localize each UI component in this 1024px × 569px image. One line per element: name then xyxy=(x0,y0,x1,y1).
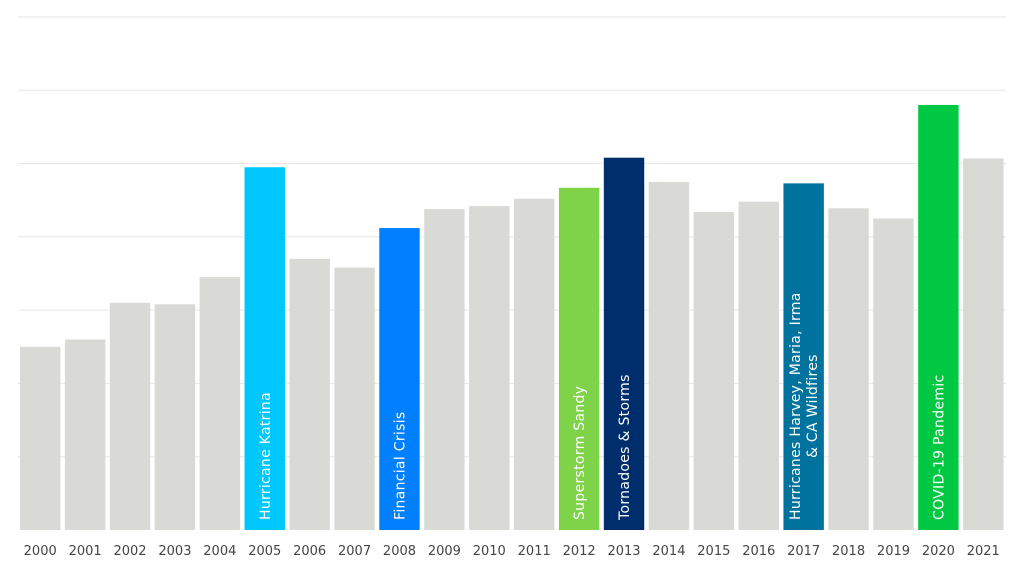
x-tick-2008: 2008 xyxy=(383,544,416,559)
x-tick-2003: 2003 xyxy=(158,544,191,559)
bar-2000 xyxy=(20,346,61,530)
x-axis-tick-labels: 2000 2001 2002 2003 2004 2005 2006 2007 2008 2009… xyxy=(24,544,1000,559)
x-tick-2004: 2004 xyxy=(203,544,236,559)
bar-2012 xyxy=(558,187,600,530)
bar-2018 xyxy=(828,208,869,531)
bar-2020 xyxy=(918,104,959,530)
bar-2003 xyxy=(154,304,196,530)
bar-2005 xyxy=(244,167,285,530)
bar-label-2012: Superstorm Sandy xyxy=(572,386,588,520)
bar-2016 xyxy=(738,201,779,530)
bar-2011 xyxy=(514,198,555,530)
bar-label-2008: Financial Crisis xyxy=(392,412,408,520)
x-tick-2011: 2011 xyxy=(518,544,551,559)
x-tick-2007: 2007 xyxy=(338,544,371,559)
bar-2001 xyxy=(64,339,106,530)
bar-2010 xyxy=(469,206,510,530)
bar-label-2020: COVID-19 Pandemic xyxy=(931,375,947,520)
x-tick-2019: 2019 xyxy=(877,544,910,559)
x-tick-2013: 2013 xyxy=(607,544,640,559)
x-tick-2017: 2017 xyxy=(787,544,820,559)
x-tick-2005: 2005 xyxy=(248,544,281,559)
bar-label-2005: Hurricane Katrina xyxy=(258,392,274,520)
x-tick-2000: 2000 xyxy=(24,544,57,559)
bar-2009 xyxy=(424,209,465,530)
bar-2015 xyxy=(693,211,735,530)
x-tick-2001: 2001 xyxy=(69,544,102,559)
bar-label-2017: Hurricanes Harvey, Maria, Irma& CA Wildf… xyxy=(788,292,821,520)
bar-2014 xyxy=(648,181,690,530)
bar-2007 xyxy=(334,267,375,530)
bar-2017 xyxy=(783,183,824,530)
bar-2013 xyxy=(603,157,645,531)
x-tick-2002: 2002 xyxy=(113,544,146,559)
x-tick-2018: 2018 xyxy=(832,544,865,559)
bar-2019 xyxy=(873,218,914,531)
bar-2004 xyxy=(199,277,241,530)
bars xyxy=(20,104,1004,531)
x-tick-2014: 2014 xyxy=(652,544,685,559)
bar-labels: Hurricane Katrina Financial Crisis Superst… xyxy=(258,292,948,521)
x-tick-2010: 2010 xyxy=(473,544,506,559)
bar-label-2013: Tornadoes & Storms xyxy=(617,374,633,521)
x-tick-2016: 2016 xyxy=(742,544,775,559)
bar-2008 xyxy=(379,228,420,530)
x-tick-2021: 2021 xyxy=(967,544,1000,559)
x-tick-2006: 2006 xyxy=(293,544,326,559)
bar-2006 xyxy=(289,258,330,530)
x-tick-2009: 2009 xyxy=(428,544,461,559)
bar-2002 xyxy=(109,302,151,530)
x-tick-2012: 2012 xyxy=(563,544,596,559)
bar-2021 xyxy=(963,158,1004,531)
x-tick-2020: 2020 xyxy=(922,544,955,559)
x-tick-2015: 2015 xyxy=(697,544,730,559)
